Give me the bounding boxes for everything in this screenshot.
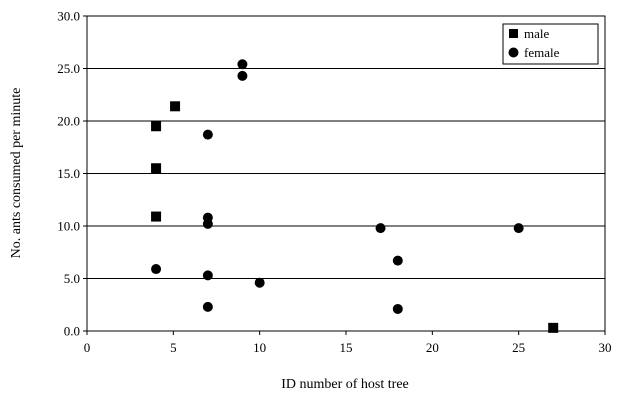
y-tick-label: 0.0 [64, 324, 80, 339]
plot-frame [86, 15, 606, 332]
legend-female-label: female [524, 45, 560, 60]
point-female [202, 270, 213, 281]
y-tick-label: 20.0 [57, 114, 80, 129]
point-male [151, 163, 162, 174]
point-male [151, 121, 162, 132]
y-tick-label: 5.0 [64, 271, 80, 286]
y-tick-label: 30.0 [57, 9, 80, 24]
legend-male-label: male [524, 26, 549, 41]
point-male [151, 211, 162, 222]
y-tick-label: 10.0 [57, 219, 80, 234]
point-female [392, 255, 403, 266]
tick-labels: 0.0 5.0 10.0 15.0 20.0 25.0 30.0 0 5 10 15 20 25 30 [57, 9, 611, 356]
x-axis-title: ID number of host tree [281, 377, 409, 392]
legend-male-marker [509, 29, 518, 38]
x-tick-label: 30 [599, 340, 612, 355]
point-female [202, 301, 213, 312]
point-male [548, 322, 559, 333]
data-points [151, 59, 559, 333]
point-female [237, 59, 248, 70]
point-female [513, 223, 524, 234]
axes [83, 15, 606, 335]
y-tick-label: 15.0 [57, 166, 80, 181]
point-female [151, 264, 162, 275]
point-male [170, 101, 181, 112]
point-female [254, 277, 265, 288]
x-tick-label: 25 [512, 340, 525, 355]
point-female [392, 303, 403, 314]
legend: male female [502, 23, 599, 65]
legend-female-marker [508, 47, 519, 58]
point-female [202, 218, 213, 229]
x-tick-label: 15 [340, 340, 353, 355]
x-tick-label: 0 [84, 340, 91, 355]
point-female [237, 70, 248, 81]
x-tick-label: 20 [426, 340, 439, 355]
legend-box [502, 23, 599, 65]
y-tick-label: 25.0 [57, 61, 80, 76]
point-female [202, 129, 213, 140]
x-tick-label: 5 [170, 340, 177, 355]
point-female [375, 223, 386, 234]
y-axis-title: No. ants consumed per minute [9, 88, 24, 259]
x-tick-label: 10 [253, 340, 266, 355]
